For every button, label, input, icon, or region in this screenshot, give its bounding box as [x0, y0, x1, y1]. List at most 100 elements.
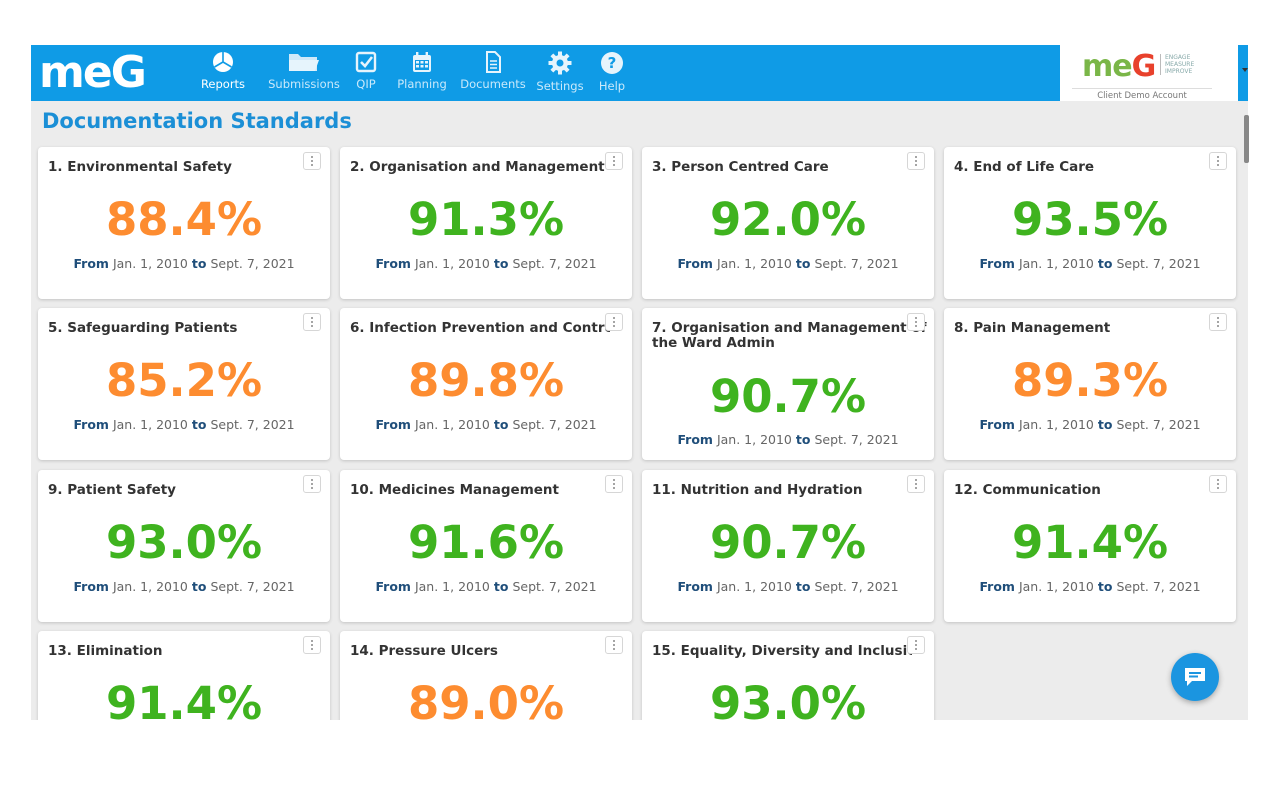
nav-planning-label: Planning [397, 77, 447, 91]
nav-planning[interactable]: Planning [397, 45, 447, 101]
page-scrollbar[interactable] [1244, 115, 1249, 163]
pie-chart-icon [213, 52, 233, 72]
card-percentage: 93.0% [105, 516, 263, 569]
nav-settings-label: Settings [536, 79, 584, 93]
kebab-menu-icon [915, 640, 917, 642]
card-menu-button[interactable] [303, 313, 321, 331]
card-date-range: From Jan. 1, 2010 to Sept. 7, 2021 [73, 256, 295, 271]
standard-card[interactable]: 10. Medicines Management 91.6% From Jan. 1… [340, 470, 632, 622]
card-percentage: 93.5% [1011, 193, 1169, 246]
card-date-range: From Jan. 1, 2010 to Sept. 7, 2021 [677, 432, 899, 447]
card-menu-button[interactable] [1209, 475, 1227, 493]
card-title: 14. Pressure Ulcers [350, 644, 498, 659]
card-menu-button[interactable] [605, 313, 623, 331]
kebab-menu-icon [1217, 317, 1219, 319]
client-account-menu[interactable]: meG ENGAGE MEASURE IMPROVE Client Demo A… [1060, 45, 1248, 101]
nav-help-label: Help [598, 79, 626, 93]
card-title: 1. Environmental Safety [48, 160, 232, 175]
document-icon [486, 51, 501, 73]
client-logo: meG [1082, 49, 1156, 84]
chat-button[interactable] [1171, 653, 1219, 701]
calendar-icon [413, 52, 431, 72]
chat-icon [1185, 668, 1205, 686]
client-account-name: Client Demo Account [1072, 88, 1212, 101]
card-title: 4. End of Life Care [954, 160, 1095, 175]
card-menu-button[interactable] [907, 152, 925, 170]
card-percentage: 90.7% [709, 516, 867, 569]
card-menu-button[interactable] [1209, 152, 1227, 170]
nav-submissions[interactable]: Submissions [267, 45, 341, 101]
standard-card[interactable]: 6. Infection Prevention and Control 89.8%… [340, 308, 632, 460]
kebab-menu-icon [915, 479, 917, 481]
card-menu-button[interactable] [303, 636, 321, 654]
card-menu-button[interactable] [605, 636, 623, 654]
main-nav: Reports Submissions QIP Planning Documen… [199, 45, 627, 101]
card-menu-button[interactable] [907, 475, 925, 493]
card-menu-button[interactable] [303, 152, 321, 170]
card-percentage: 91.6% [407, 516, 565, 569]
svg-text:?: ? [608, 54, 617, 72]
standard-card[interactable]: 1. Environmental Safety 88.4% From Jan. 1,… [38, 147, 330, 299]
nav-qip[interactable]: QIP [351, 45, 381, 101]
card-date-range: From Jan. 1, 2010 to Sept. 7, 2021 [979, 579, 1201, 594]
kebab-menu-icon [1217, 479, 1219, 481]
card-title: 2. Organisation and Management [350, 160, 605, 175]
card-date-range: From Jan. 1, 2010 to Sept. 7, 2021 [73, 579, 295, 594]
standard-card[interactable]: 12. Communication 91.4% From Jan. 1, 2010 … [944, 470, 1236, 622]
nav-documents-label: Documents [460, 77, 526, 91]
card-date-range: From Jan. 1, 2010 to Sept. 7, 2021 [979, 417, 1201, 432]
standard-card[interactable]: 7. Organisation and Management of the Wa… [642, 308, 934, 460]
card-percentage: 85.2% [105, 354, 263, 407]
meg-logo[interactable]: meG [39, 47, 147, 98]
standard-card[interactable]: 15. Equality, Diversity and Inclusion 93.… [642, 631, 934, 720]
card-menu-button[interactable] [303, 475, 321, 493]
card-title: 13. Elimination [48, 644, 163, 659]
standard-card[interactable]: 5. Safeguarding Patients 85.2% From Jan. 1… [38, 308, 330, 460]
card-menu-button[interactable] [907, 636, 925, 654]
card-title: 7. Organisation and Management of the Wa… [652, 321, 927, 351]
card-percentage: 91.4% [1011, 516, 1169, 569]
card-menu-button[interactable] [907, 313, 925, 331]
nav-qip-label: QIP [356, 77, 376, 91]
card-title: 5. Safeguarding Patients [48, 321, 238, 336]
card-date-range: From Jan. 1, 2010 to Sept. 7, 2021 [375, 417, 597, 432]
account-dropdown-caret-icon[interactable] [1242, 68, 1248, 72]
folder-icon [289, 54, 319, 71]
card-date-range: From Jan. 1, 2010 to Sept. 7, 2021 [73, 417, 295, 432]
card-percentage: 91.3% [407, 193, 565, 246]
card-menu-button[interactable] [1209, 313, 1227, 331]
card-title: 8. Pain Management [954, 321, 1111, 336]
standard-card[interactable]: 11. Nutrition and Hydration 90.7% From Jan… [642, 470, 934, 622]
top-navigation-bar: meG Reports Submissions QIP Planning Doc… [31, 45, 1248, 101]
standard-card[interactable]: 9. Patient Safety 93.0% From Jan. 1, 2010 … [38, 470, 330, 622]
standard-card[interactable]: 3. Person Centred Care 92.0% From Jan. 1, … [642, 147, 934, 299]
standard-card[interactable]: 2. Organisation and Management 91.3% From … [340, 147, 632, 299]
kebab-menu-icon [311, 640, 313, 642]
nav-help[interactable]: ? Help [597, 45, 627, 101]
card-percentage: 92.0% [709, 193, 867, 246]
kebab-menu-icon [915, 317, 917, 319]
nav-reports-label: Reports [200, 77, 246, 91]
card-menu-button[interactable] [605, 152, 623, 170]
standard-card[interactable]: 8. Pain Management 89.3% From Jan. 1, 2010… [944, 308, 1236, 460]
nav-reports[interactable]: Reports [199, 45, 247, 101]
card-date-range: From Jan. 1, 2010 to Sept. 7, 2021 [677, 256, 899, 271]
nav-documents[interactable]: Documents [460, 45, 526, 101]
card-percentage: 89.3% [1011, 354, 1169, 407]
standard-card[interactable]: 4. End of Life Care 93.5% From Jan. 1, 201… [944, 147, 1236, 299]
card-menu-button[interactable] [605, 475, 623, 493]
card-percentage: 90.7% [709, 370, 867, 423]
kebab-menu-icon [613, 640, 615, 642]
card-title: 15. Equality, Diversity and Inclusion [652, 644, 912, 659]
card-percentage: 89.0% [407, 677, 565, 721]
card-title: 12. Communication [954, 483, 1101, 498]
nav-settings[interactable]: Settings [536, 45, 584, 101]
gear-icon [548, 51, 572, 75]
card-percentage: 91.4% [105, 677, 263, 721]
checkbox-icon [355, 51, 377, 73]
kebab-menu-icon [311, 317, 313, 319]
help-icon: ? [601, 52, 623, 74]
card-date-range: From Jan. 1, 2010 to Sept. 7, 2021 [375, 256, 597, 271]
